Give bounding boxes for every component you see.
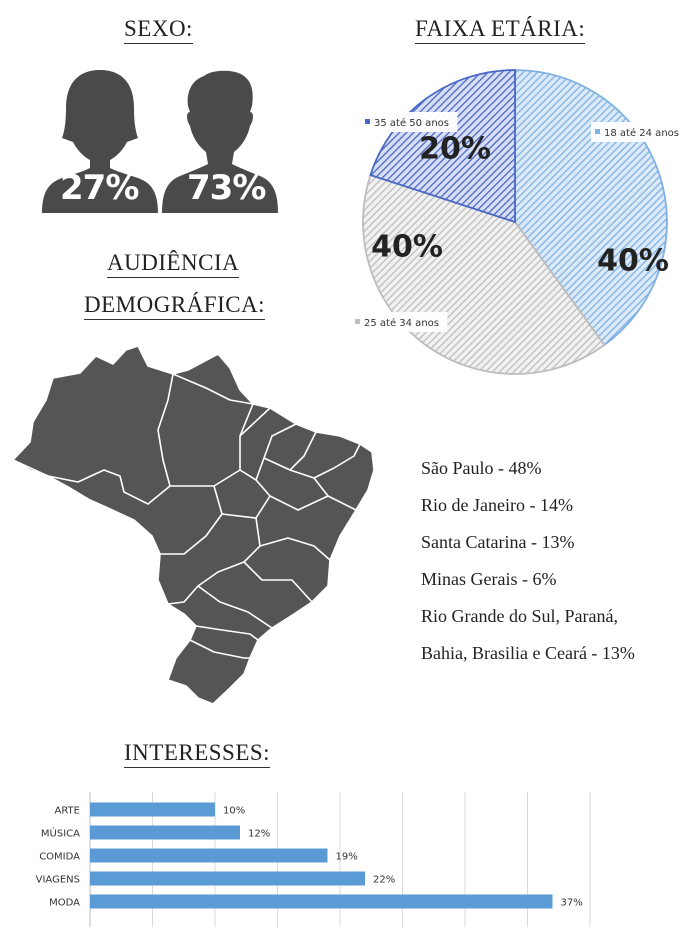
region-item: Rio Grande do Sul, Paraná, xyxy=(421,606,618,626)
region-item: São Paulo - 48% xyxy=(421,458,542,478)
pie-legend-swatch xyxy=(365,119,370,124)
bar-value-label: 22% xyxy=(373,875,395,886)
pie-slice-label: 40% xyxy=(371,230,443,265)
pie-legend-label: 18 até 24 anos xyxy=(604,127,679,139)
female-percentage: 27% xyxy=(60,168,139,208)
pie-legend-label: 25 até 34 anos xyxy=(364,317,439,329)
pie-legend-swatch xyxy=(595,129,600,134)
age-pie-chart: 40% 18 até 24 anos 40% 25 até 34 anos 20% 35 … xyxy=(351,69,688,375)
man-silhouette-icon xyxy=(160,68,280,213)
bar-value-label: 12% xyxy=(248,829,270,840)
interests-bar-chart: ARTE MÚSICA COMIDA VIAGENS MODA 10% 12% 19% 22%… xyxy=(36,792,591,927)
pie-slice-label: 20% xyxy=(419,132,491,167)
bar xyxy=(90,802,215,817)
pie-legend-label: 35 até 50 anos xyxy=(374,117,449,129)
region-list: São Paulo - 48% Rio de Janeiro - 14% San… xyxy=(421,450,635,672)
bar-category-label: COMIDA xyxy=(39,852,80,863)
pie-legend-swatch xyxy=(355,319,360,324)
bar-category-label: ARTE xyxy=(55,806,81,817)
region-item: Bahia, Brasilia e Ceará - 13% xyxy=(421,643,635,663)
bar xyxy=(90,894,553,909)
region-item: Rio de Janeiro - 14% xyxy=(421,495,573,515)
bar-category-label: VIAGENS xyxy=(36,875,80,886)
pie-legend-bg xyxy=(351,312,448,332)
bar xyxy=(90,871,365,886)
bar-category-label: MÚSICA xyxy=(41,827,80,840)
pie-slice-label: 40% xyxy=(597,244,669,279)
pie-slice xyxy=(369,69,516,224)
region-item: Santa Catarina - 13% xyxy=(421,532,575,552)
pie-legend-bg xyxy=(361,112,458,132)
bar xyxy=(90,825,240,840)
male-percentage: 73% xyxy=(187,168,266,208)
brazil-map-icon xyxy=(12,345,375,705)
region-item: Minas Gerais - 6% xyxy=(421,569,557,589)
bar-category-label: MODA xyxy=(49,898,80,909)
bar-value-label: 10% xyxy=(223,806,245,817)
pie-legend-bg xyxy=(591,122,688,142)
audiencia-heading: AUDIÊNCIA xyxy=(107,250,240,278)
bar-value-label: 37% xyxy=(561,898,583,909)
bar-value-label: 19% xyxy=(336,852,358,863)
interesses-heading: INTERESSES: xyxy=(124,740,271,768)
woman-silhouette-icon xyxy=(40,68,160,213)
faixa-etaria-heading: FAIXA ETÁRIA: xyxy=(415,16,586,44)
demografica-heading: DEMOGRÁFICA: xyxy=(84,292,266,320)
bar xyxy=(90,848,328,863)
sexo-heading: SEXO: xyxy=(124,16,193,44)
